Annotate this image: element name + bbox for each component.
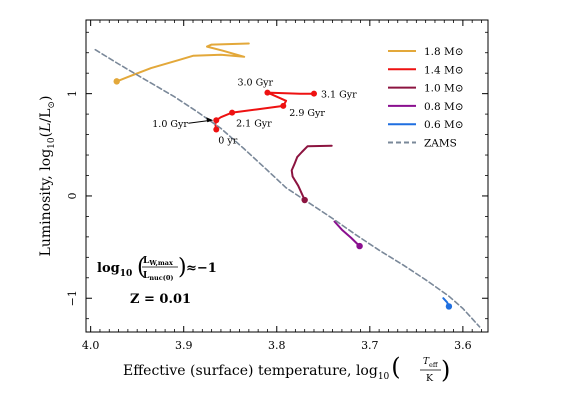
x-tick-label: 4.0 [82, 339, 100, 352]
y-tick-label: 1 [66, 90, 79, 97]
x-tick-label: 3.9 [175, 339, 193, 352]
energy-ratio-annotation: log10 ( LW,max Lnuc(0) ) ≈−1 Z = 0.01 [97, 255, 217, 307]
ratio-approx-value: ≈−1 [186, 261, 217, 276]
legend-label-1-4-m: 1.4 M⊙ [424, 64, 464, 76]
age-marker-1-0-gyr [213, 117, 220, 124]
series-line-1-0-m [290, 144, 333, 201]
age-label-2-9-gyr: 2.9 Gyr [289, 108, 325, 119]
age-marker-2-9-gyr [280, 102, 287, 109]
age-label-3-0-gyr: 3.0 Gyr [237, 78, 273, 89]
x-tick-label: 3.6 [454, 339, 472, 352]
y-axis-title-text: Luminosity, log10(L/L⊙) [38, 96, 57, 257]
ratio-close-paren: ) [178, 255, 187, 280]
ratio-denominator: Lnuc(0) [143, 271, 173, 282]
age-label-0-yr: 0 yr [218, 135, 237, 146]
x-tick-label: 3.7 [361, 339, 379, 352]
x-axis-title-den: K [426, 373, 434, 384]
legend-label-0-8-m: 0.8 M⊙ [424, 101, 464, 113]
y-tick-label: 0 [66, 192, 79, 199]
endpoint-0-8-m [356, 242, 363, 250]
series-line-1-8-m [115, 42, 250, 83]
age-label-2-1-gyr: 2.1 Gyr [236, 119, 272, 130]
series-line-zams [94, 48, 481, 328]
x-axis-title-num-sub: eff [429, 361, 439, 369]
age-marker-0-yr [213, 126, 220, 133]
legend-label-zams: ZAMS [424, 138, 457, 150]
endpoint-1-0-m [301, 196, 308, 204]
plot-layer: 0 yr 1.0 Gyr 2.1 Gyr 2.9 Gyr 3.0 Gyr 3.1 Gyr [94, 42, 481, 328]
legend-label-1-8-m: 1.8 M⊙ [424, 46, 464, 58]
legend-label-0-6-m: 0.6 M⊙ [424, 119, 464, 131]
x-tick-label: 3.8 [268, 339, 286, 352]
age-marker-3-1-gyr [310, 90, 317, 97]
y-axis-title: Luminosity, log10(L/L⊙) [38, 96, 57, 257]
y-tick-label: −1 [66, 290, 79, 306]
plot-frame [85, 19, 489, 333]
ratio-log-text: log10 [97, 261, 132, 279]
legend: 1.8 M⊙ 1.4 M⊙ 1.0 M⊙ 0.8 M⊙ 0.6 M⊙ ZAMS [388, 46, 464, 150]
axis-layer: 4.0 3.9 3.8 3.7 3.6 −1 0 1 [66, 20, 488, 352]
age-arrow-head [206, 117, 214, 123]
age-marker-3-0-gyr [264, 89, 271, 96]
x-axis-title: Effective (surface) temperature, log10( … [123, 353, 450, 384]
ratio-numerator: LW,max [143, 256, 173, 267]
age-label-1-0-gyr: 1.0 Gyr [152, 119, 188, 130]
x-axis-title-num: T [423, 357, 430, 367]
x-axis-title-close-paren: ) [441, 356, 450, 384]
endpoint-1-8-m [113, 78, 120, 85]
endpoint-0-6-m [445, 303, 453, 310]
series-line-0-8-m [333, 220, 361, 248]
metallicity-label: Z = 0.01 [130, 292, 191, 307]
x-axis-title-text: Effective (surface) temperature, log10( [123, 353, 401, 382]
legend-label-1-0-m: 1.0 M⊙ [424, 83, 464, 95]
age-label-3-1-gyr: 3.1 Gyr [321, 90, 357, 101]
ratio-open-paren: ( [137, 255, 146, 280]
age-marker-2-1-gyr [229, 109, 236, 116]
